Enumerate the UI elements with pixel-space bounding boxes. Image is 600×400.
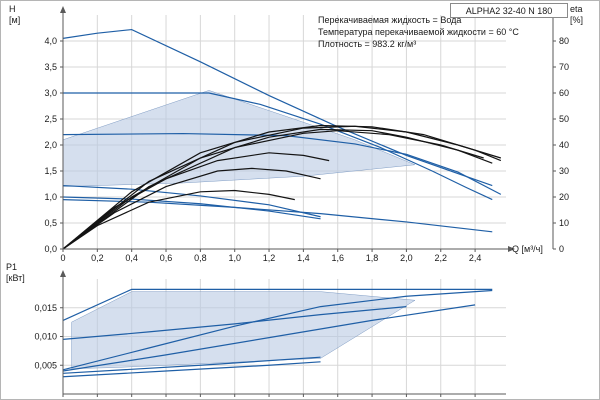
eta-axis-unit: [%] [570, 15, 584, 25]
pump-curve-low [62, 199, 493, 233]
eta-tick-label: 70 [559, 62, 569, 72]
x-tick-label: 1,0 [228, 253, 241, 263]
p1-axis-unit: [кВт] [6, 273, 25, 283]
pump-curve-cp3 [63, 92, 493, 201]
p1-tick-label: 0,005 [34, 360, 57, 370]
annotation-temperature: Температура перекачиваемой жидкости = 60… [318, 27, 519, 37]
h-axis-unit: [м] [9, 15, 21, 25]
x-tick-label: 1,2 [263, 253, 276, 263]
h-axis-name: H [9, 4, 16, 14]
p1-tick-label: 0,015 [34, 303, 57, 313]
pump-curve-max [62, 28, 493, 187]
pump-model-title: ALPHA2 32-40 N 180 [450, 3, 568, 18]
eta-axis-label: eta [%] [570, 4, 583, 26]
power-range-area [71, 291, 416, 369]
x-tick-label: 0 [60, 253, 65, 263]
h-tick-label: 0,5 [44, 218, 57, 228]
eta-tick-label: 60 [559, 88, 569, 98]
eta-curve-5 [62, 152, 330, 250]
annotation-density: Плотность = 983.2 кг/м³ [318, 39, 417, 49]
h-axis-label: H [м] [9, 4, 20, 26]
pump-curve-min [62, 184, 321, 218]
eta-axis-name: eta [570, 4, 583, 14]
q-axis-label: Q [м³/ч] [512, 244, 543, 254]
h-tick-label: 0,0 [44, 244, 57, 254]
eta-tick-label: 80 [559, 36, 569, 46]
eta-curve-3 [62, 125, 502, 250]
eta-tick-label: 20 [559, 192, 569, 202]
annotation-fluid: Перекачиваемая жидкость = Вода [318, 15, 462, 25]
x-tick-label: 1,6 [331, 253, 344, 263]
eta-tick-label: 10 [559, 218, 569, 228]
h-tick-label: 3,0 [44, 88, 57, 98]
h-axis-arrow [60, 6, 66, 13]
power-curve-min-2 [62, 361, 321, 378]
h-tick-label: 3,5 [44, 62, 57, 72]
p1-tick-label: 0,010 [34, 332, 57, 342]
h-tick-label: 1,5 [44, 166, 57, 176]
h-tick-label: 1,0 [44, 192, 57, 202]
x-tick-label: 2,2 [434, 253, 447, 263]
fluid-annotations: Перекачиваемая жидкость = Вода Температу… [318, 14, 519, 50]
x-tick-label: 2,4 [469, 253, 482, 263]
eta-tick-label: 30 [559, 166, 569, 176]
x-tick-label: 1,4 [297, 253, 310, 263]
eta-curve-6 [62, 167, 321, 250]
eta-tick-label: 40 [559, 140, 569, 150]
pump-curve-cp2 [62, 132, 502, 195]
p1-axis-label: P1 [кВт] [6, 262, 25, 284]
x-tick-label: 0,6 [160, 253, 173, 263]
power-curve-min [62, 356, 321, 374]
x-tick-label: 1,8 [366, 253, 379, 263]
p1-axis-arrow [60, 270, 66, 277]
eta-tick-label: 50 [559, 114, 569, 124]
q-axis-arrow [508, 246, 515, 252]
h-tick-label: 2,5 [44, 114, 57, 124]
x-tick-label: 2,0 [400, 253, 413, 263]
eta-curve-7 [62, 189, 295, 250]
x-tick-label: 0,4 [125, 253, 138, 263]
p1-axis-name: P1 [6, 262, 18, 272]
power-curve-2 [62, 304, 476, 372]
power-curve-max [62, 288, 493, 321]
power-curve-3 [62, 306, 407, 340]
h-tick-label: 4,0 [44, 36, 57, 46]
x-tick-label: 0,2 [91, 253, 104, 263]
pump-curve-min-2 [62, 196, 321, 220]
operating-range-area [62, 90, 416, 187]
eta-tick-label: 0 [559, 244, 564, 254]
power-curve-1 [62, 289, 493, 371]
h-tick-label: 2,0 [44, 140, 57, 150]
x-tick-label: 0,8 [194, 253, 207, 263]
